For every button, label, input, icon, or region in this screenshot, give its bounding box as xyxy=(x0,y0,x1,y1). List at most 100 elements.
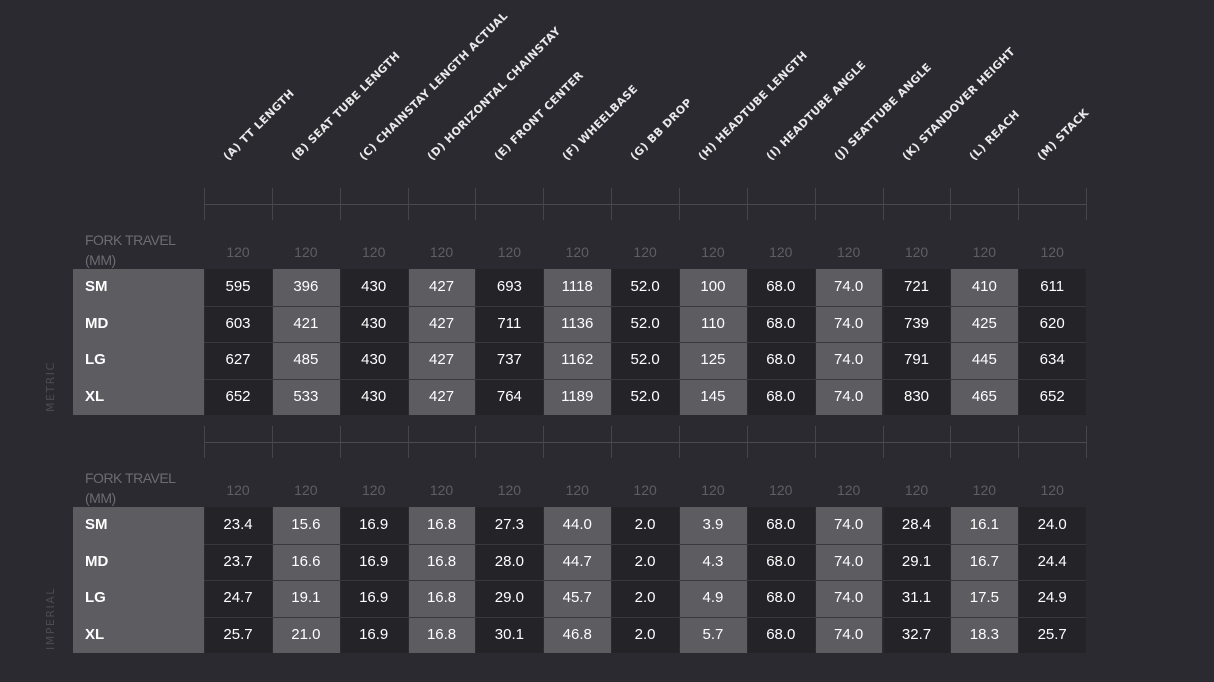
fork-travel-value: 120 xyxy=(1040,244,1064,260)
table-cell: 16.9 xyxy=(359,589,389,606)
metric-table: SM 595 396 430 427 693 1118 52.0 100 68.0 74.0 721 4… xyxy=(73,269,1087,415)
ruler-tick xyxy=(678,426,680,458)
table-cell: 830 xyxy=(903,387,930,405)
table-cell: 1162 xyxy=(561,351,594,368)
table-cell: 68.0 xyxy=(766,625,796,643)
ruler-tick xyxy=(746,426,748,458)
column-header: (G) BB DROP xyxy=(627,95,695,163)
size-label: XL xyxy=(85,625,105,643)
ruler-tick xyxy=(678,188,680,220)
column-header: (F) WHEELBASE xyxy=(560,82,641,163)
table-cell: 3.9 xyxy=(702,516,724,533)
row-divider xyxy=(204,305,1086,307)
table-cell: 31.1 xyxy=(901,589,932,606)
metric-side-label: METRIC xyxy=(44,361,57,412)
fork-travel-value: 120 xyxy=(429,244,454,260)
table-cell: 693 xyxy=(496,278,522,295)
table-cell: 620 xyxy=(1039,314,1065,332)
header-ruler xyxy=(204,204,1086,205)
table-cell: 74.0 xyxy=(834,625,864,643)
ruler-tick xyxy=(1018,426,1020,458)
table-cell: 46.8 xyxy=(562,625,592,643)
table-cell: 25.7 xyxy=(223,625,253,643)
fork-travel-title: FORK TRAVEL xyxy=(85,470,176,486)
table-cell: 24.4 xyxy=(1037,552,1067,570)
table-cell: 68.0 xyxy=(766,278,796,295)
ruler-tick xyxy=(475,426,477,458)
column-header: (K) STANDOVER HEIGHT xyxy=(899,45,1018,163)
table-cell: 17.5 xyxy=(969,589,999,606)
table-cell: 16.1 xyxy=(969,516,999,533)
table-cell: 739 xyxy=(903,314,930,332)
size-label: SM xyxy=(85,516,108,533)
size-label: MD xyxy=(85,314,109,332)
table-cell: 427 xyxy=(429,387,455,405)
table-cell: 25.7 xyxy=(1037,625,1067,643)
table-cell: 627 xyxy=(225,351,251,368)
table-cell: 16.6 xyxy=(291,552,321,570)
fork-travel-value: 120 xyxy=(497,482,522,498)
table-cell: 125 xyxy=(700,351,726,368)
ruler-tick xyxy=(204,188,205,220)
fork-travel-value: 120 xyxy=(294,244,318,260)
column-header: (B) SEAT TUBE LENGTH xyxy=(288,49,403,164)
column-header: (M) STACK xyxy=(1034,106,1092,163)
fork-travel-value: 120 xyxy=(226,244,250,260)
table-cell: 52.0 xyxy=(630,387,660,405)
table-cell: 721 xyxy=(903,278,930,295)
fork-travel-title: FORK TRAVEL xyxy=(85,232,176,248)
fork-travel-value: 120 xyxy=(429,482,454,498)
table-cell: 427 xyxy=(429,314,455,332)
table-cell: 427 xyxy=(429,351,455,368)
ruler-tick xyxy=(407,426,409,458)
table-cell: 16.8 xyxy=(426,589,457,606)
ruler-tick xyxy=(882,188,884,220)
table-cell: 533 xyxy=(293,387,319,405)
table-cell: 32.7 xyxy=(901,625,932,643)
fork-travel-value: 120 xyxy=(769,244,793,260)
table-cell: 18.3 xyxy=(969,625,999,643)
table-cell: 430 xyxy=(361,314,387,332)
fork-travel-value: 120 xyxy=(565,482,589,498)
column-header: (D) HORIZONTAL CHAINSTAY xyxy=(424,24,563,163)
table-cell: 28.0 xyxy=(494,552,524,570)
table-cell: 24.0 xyxy=(1037,516,1067,533)
row-divider xyxy=(204,342,1086,343)
ruler-tick xyxy=(543,426,545,458)
table-cell: 74.0 xyxy=(834,589,864,606)
size-label: LG xyxy=(85,351,106,368)
row-divider xyxy=(204,580,1086,581)
size-label: MD xyxy=(85,552,109,570)
table-cell: 2.0 xyxy=(634,625,656,643)
ruler-tick xyxy=(1086,426,1088,458)
table-cell: 15.6 xyxy=(291,516,321,533)
size-label: XL xyxy=(85,387,105,405)
fork-travel-value: 120 xyxy=(362,482,386,498)
fork-travel-unit: (MM) xyxy=(85,252,116,268)
table-cell: 737 xyxy=(496,351,522,368)
fork-travel-value: 120 xyxy=(362,244,386,260)
table-cell: 791 xyxy=(903,351,930,368)
table-cell: 421 xyxy=(293,314,319,332)
table-cell: 24.9 xyxy=(1037,589,1067,606)
size-column xyxy=(73,269,204,415)
table-cell: 44.0 xyxy=(562,516,592,533)
row-divider xyxy=(204,616,1086,618)
table-cell: 23.7 xyxy=(223,552,253,570)
table-cell: 485 xyxy=(293,351,319,368)
table-cell: 16.8 xyxy=(426,552,457,570)
table-cell: 24.7 xyxy=(223,589,253,606)
fork-travel-value: 120 xyxy=(565,244,589,260)
ruler-tick xyxy=(339,188,341,220)
table-cell: 29.0 xyxy=(494,589,524,606)
table-cell: 1189 xyxy=(561,387,594,405)
table-cell: 2.0 xyxy=(634,552,656,570)
table-cell: 100 xyxy=(700,278,726,295)
fork-travel-label: FORK TRAVEL (MM) xyxy=(85,468,176,508)
ruler-tick xyxy=(746,188,748,220)
table-cell: 2.0 xyxy=(634,516,656,533)
table-cell: 28.4 xyxy=(901,516,932,533)
table-cell: 74.0 xyxy=(834,516,864,533)
fork-travel-label: FORK TRAVEL (MM) xyxy=(85,230,176,270)
ruler-tick xyxy=(882,426,884,458)
